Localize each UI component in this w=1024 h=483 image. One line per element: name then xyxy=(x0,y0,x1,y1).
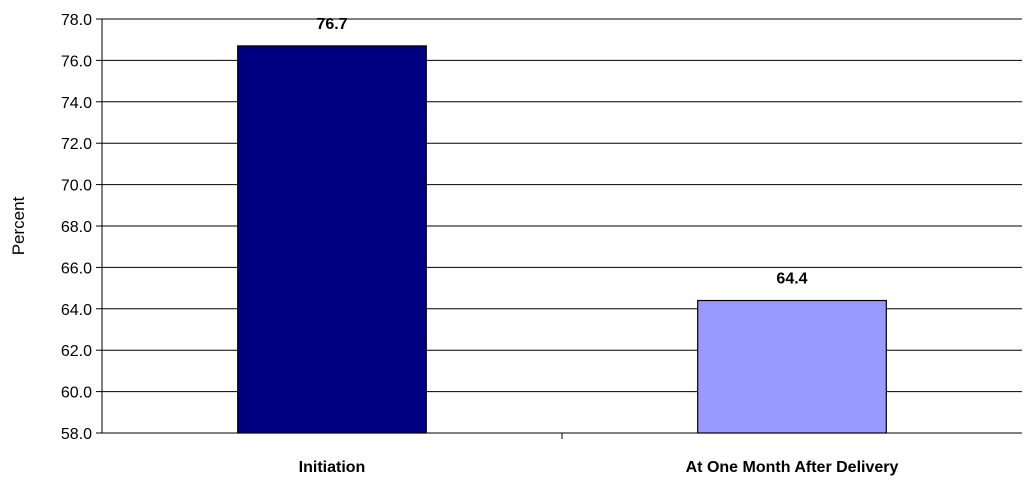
y-tick-label: 58.0 xyxy=(61,426,92,443)
y-tick-label: 62.0 xyxy=(61,343,92,360)
y-axis-title: Percent xyxy=(9,196,28,255)
data-labels: 76.7 64.4 xyxy=(316,16,807,288)
y-tick-label: 64.0 xyxy=(61,302,92,319)
bars xyxy=(237,45,887,434)
y-tick-label: 60.0 xyxy=(61,385,92,402)
y-tick-label: 76.0 xyxy=(61,53,92,70)
y-tick-label: 66.0 xyxy=(61,260,92,277)
bar xyxy=(237,45,427,434)
y-tick-label: 72.0 xyxy=(61,136,92,153)
y-tick-label: 78.0 xyxy=(61,12,92,29)
bar xyxy=(697,299,887,434)
y-tick-labels: 58.0 60.0 62.0 64.0 66.0 68.0 70.0 72.0 74.0 76.0… xyxy=(61,12,102,443)
data-label: 76.7 xyxy=(316,16,347,33)
x-category-label: At One Month After Delivery xyxy=(686,459,899,476)
x-category-label: Initiation xyxy=(299,459,366,476)
x-category-labels: Initiation At One Month After Delivery xyxy=(299,459,899,476)
data-label: 64.4 xyxy=(776,271,807,288)
y-tick-label: 70.0 xyxy=(61,178,92,195)
y-tick-label: 68.0 xyxy=(61,219,92,236)
y-tick-label: 74.0 xyxy=(61,95,92,112)
